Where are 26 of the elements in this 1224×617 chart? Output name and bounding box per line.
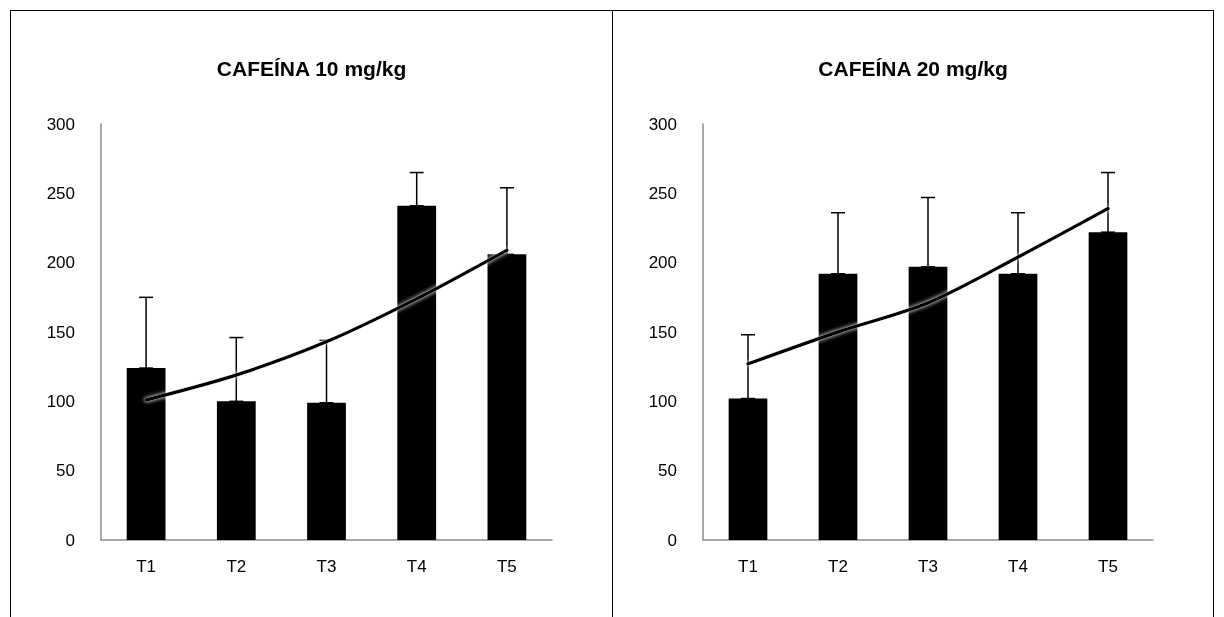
y-tick-label: 100 [46,391,75,411]
y-tick-label: 50 [658,461,677,481]
y-tick-label: 300 [46,114,75,134]
y-tick-label: 200 [46,253,75,273]
chart-title: CAFEÍNA 20 mg/kg [818,57,1008,80]
x-tick-label: T3 [316,557,337,576]
y-tick-label: 0 [667,530,677,550]
y-tick-label: 200 [648,253,677,273]
y-tick-label: 250 [648,183,677,203]
x-tick-label: T1 [738,557,758,576]
x-tick-label: T5 [1098,557,1118,576]
chart-title: CAFEÍNA 10 mg/kg [216,57,407,80]
y-tick-label: 150 [46,322,75,342]
x-tick-label: T2 [226,557,247,576]
y-tick-label: 250 [46,183,75,203]
x-tick-label: T4 [1008,557,1028,576]
x-tick-label: T1 [136,557,157,576]
y-tick-label: 150 [648,322,677,342]
y-tick-label: 100 [648,391,677,411]
x-tick-label: T4 [406,557,427,576]
x-tick-label: T2 [828,557,848,576]
x-tick-label: T3 [918,557,938,576]
y-tick-label: 300 [648,114,677,134]
y-tick-label: 0 [65,530,75,550]
x-tick-label: T5 [496,557,517,576]
y-tick-label: 50 [56,461,75,481]
